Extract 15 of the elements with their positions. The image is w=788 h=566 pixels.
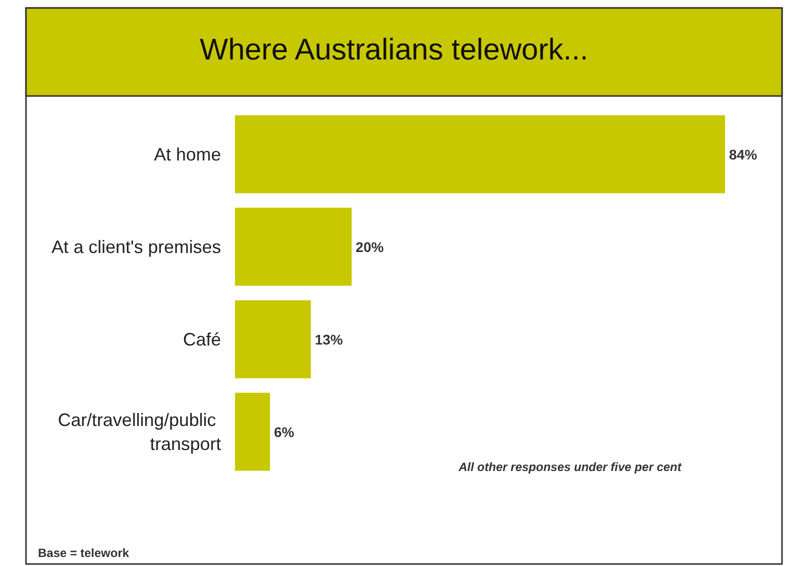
y-tick-label: Café — [182, 329, 221, 350]
data-label: 13% — [314, 331, 344, 348]
bar — [235, 392, 270, 471]
data-label: 6% — [274, 424, 295, 440]
chart-title: Where Australians telework... — [200, 34, 588, 66]
bar — [235, 115, 725, 194]
y-tick-label: At a client's premises — [52, 236, 221, 257]
bar — [235, 208, 352, 286]
y-tick-label: Car/travelling/public transport — [58, 410, 221, 454]
annotation: All other responses under five per cent — [458, 460, 682, 474]
y-tick-label: At home — [154, 144, 221, 164]
bar — [235, 300, 311, 378]
data-label: 84% — [729, 146, 758, 162]
data-label: 20% — [356, 238, 384, 255]
text: Base = telework — [38, 546, 130, 560]
